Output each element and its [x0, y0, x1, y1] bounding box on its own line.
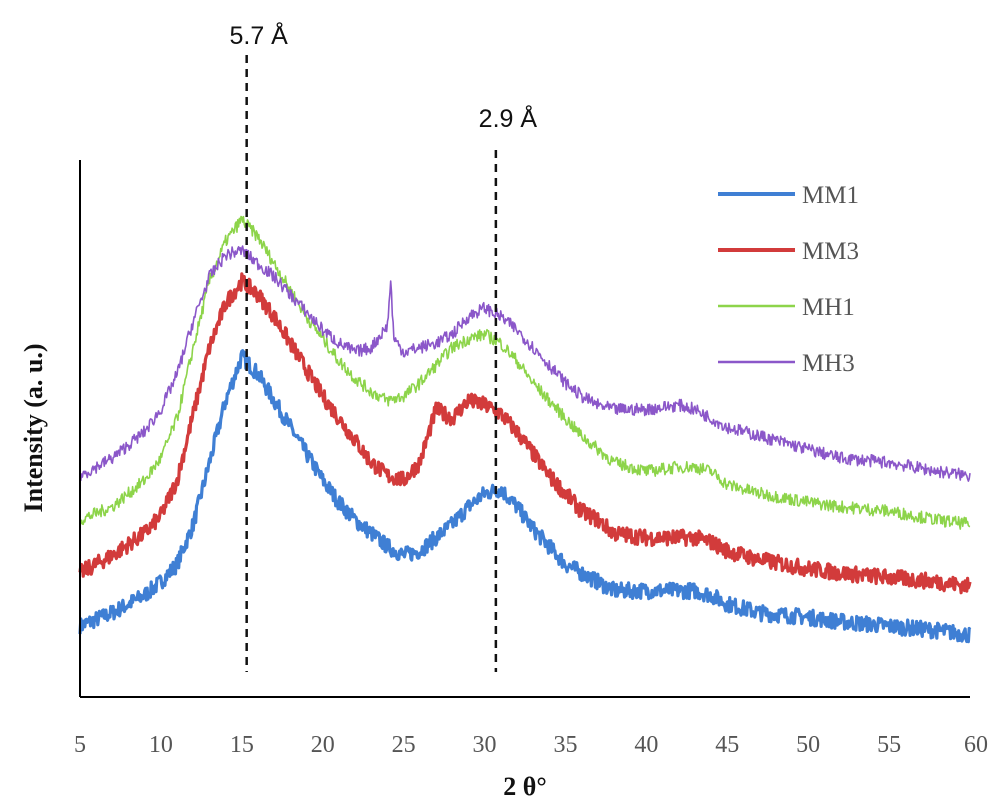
reference-line-label-2: 2.9 Å [479, 103, 538, 133]
x-tick-label-20: 20 [311, 732, 335, 758]
reference-line-label-1: 5.7 Å [229, 20, 288, 50]
y-axis-title: Intensity (a. u.) [19, 343, 48, 512]
x-tick-label-25: 25 [392, 732, 416, 758]
x-axis-title: 2 θ° [503, 772, 546, 801]
x-tick-label-60: 60 [964, 732, 988, 758]
legend-label-mh3: MH3 [802, 350, 855, 377]
x-tick-label-15: 15 [230, 732, 254, 758]
x-tick-label-35: 35 [553, 732, 577, 758]
series-line-mm3 [78, 272, 972, 595]
x-tick-label-45: 45 [715, 732, 739, 758]
x-tick-label-30: 30 [473, 732, 497, 758]
x-tick-label-5: 5 [74, 732, 86, 758]
legend-label-mm3: MM3 [802, 238, 859, 265]
series-line-mh3 [79, 245, 971, 482]
series-line-mh1 [79, 215, 971, 530]
legend: MM1 MM3 MH1 MH3 [718, 182, 859, 377]
reference-lines: 5.7 Å 2.9 Å [229, 20, 537, 672]
x-tick-label-55: 55 [877, 732, 901, 758]
legend-label-mm1: MM1 [802, 182, 859, 209]
legend-label-mh1: MH1 [802, 294, 855, 321]
series-line-mm1 [78, 349, 972, 644]
series-layer [78, 215, 972, 644]
x-tick-label-10: 10 [149, 732, 173, 758]
x-tick-labels: 5 10 15 20 25 30 35 40 45 50 55 60 [74, 732, 988, 758]
x-tick-label-50: 50 [796, 732, 820, 758]
x-tick-label-40: 40 [634, 732, 658, 758]
